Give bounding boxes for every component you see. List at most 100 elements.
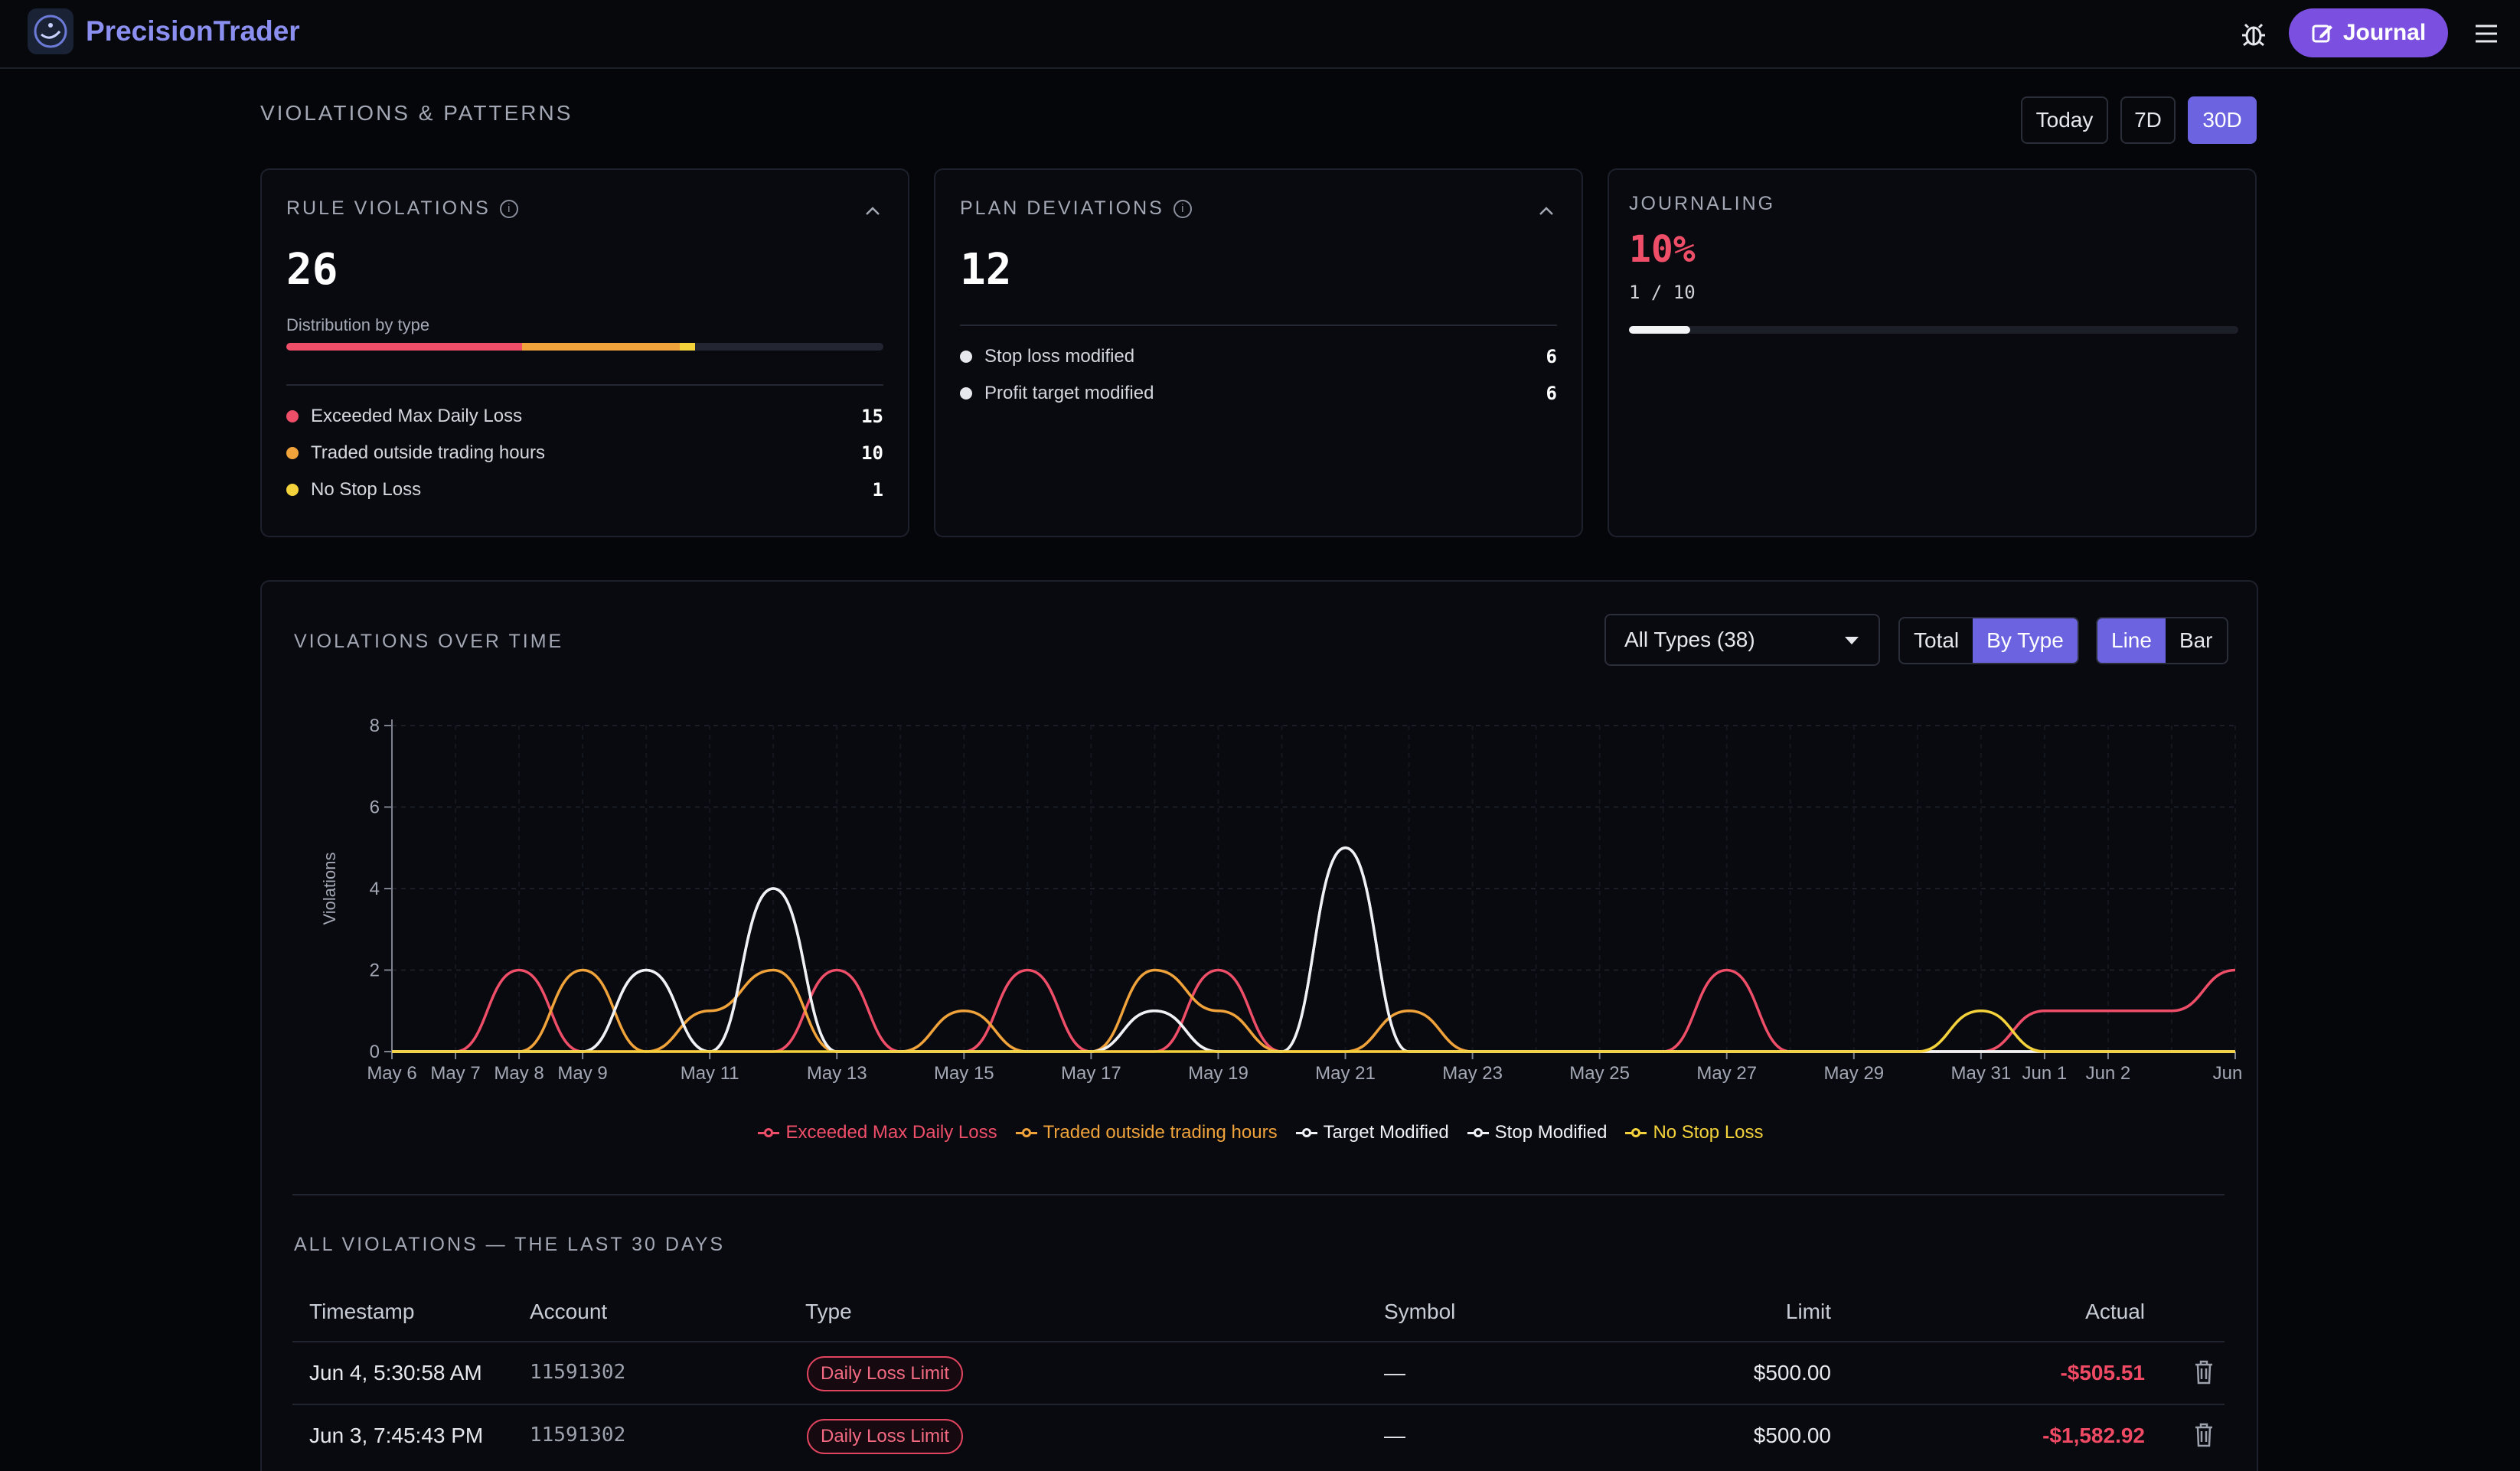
y-tick-label: 2 [370, 961, 380, 981]
row-symbol: — [1384, 1361, 1405, 1385]
y-axis-label: Violations [320, 853, 339, 925]
row-limit: $500.00 [1753, 1424, 1831, 1447]
y-tick-label: 8 [370, 716, 380, 736]
violation-type-row: No Stop Loss 1 [286, 476, 883, 504]
info-icon[interactable]: i [1173, 199, 1192, 218]
divider [960, 325, 1557, 326]
distribution-label: Distribution by type [286, 315, 430, 334]
logo-icon[interactable] [28, 8, 73, 54]
plan-deviations-title: PLAN DEVIATIONS [960, 197, 1164, 219]
deviation-count: 6 [1546, 383, 1557, 404]
header-type[interactable]: Type [805, 1300, 852, 1323]
row-symbol: — [1384, 1424, 1405, 1447]
violation-type-row: Exceeded Max Daily Loss 15 [286, 403, 883, 430]
y-tick-label: 4 [370, 879, 380, 899]
journal-button[interactable]: Journal [2289, 8, 2448, 57]
series-line [391, 968, 2236, 1053]
trash-icon[interactable] [2192, 1359, 2215, 1385]
style-bar-button[interactable]: Bar [2179, 628, 2213, 652]
row-limit: $500.00 [1753, 1361, 1831, 1385]
header-limit[interactable]: Limit [1785, 1300, 1831, 1323]
brand-name[interactable]: PrecisionTrader [86, 15, 300, 47]
journal-button-label: Journal [2342, 20, 2427, 45]
edit-icon [2312, 24, 2332, 43]
distribution-segment [679, 343, 696, 351]
chevron-up-icon[interactable] [1537, 202, 1555, 220]
chart-panel-title: VIOLATIONS OVER TIME [294, 631, 564, 652]
violation-type-badge: Daily Loss Limit [807, 1419, 964, 1454]
y-tick-label: 0 [370, 1042, 380, 1062]
violation-type-label: No Stop Loss [311, 479, 422, 500]
row-actual: -$505.51 [2060, 1361, 2145, 1385]
legend-item[interactable]: Exceeded Max Daily Loss [758, 1122, 997, 1143]
deviation-label: Profit target modified [984, 383, 1154, 403]
status-dot [286, 447, 299, 459]
header-timestamp[interactable]: Timestamp [309, 1300, 415, 1323]
bug-report-icon[interactable] [2237, 17, 2270, 51]
mode-by-type-button[interactable]: By Type [1973, 618, 2078, 663]
x-tick-label: Jun 2 [2086, 1063, 2131, 1084]
x-tick-label: May 19 [1188, 1063, 1249, 1084]
info-icon[interactable]: i [499, 199, 518, 218]
y-tick-label: 6 [370, 797, 380, 818]
row-timestamp: Jun 4, 5:30:58 AM [309, 1361, 482, 1385]
distribution-segment [286, 343, 523, 351]
legend-marker [1473, 1128, 1483, 1137]
x-tick-label: May 21 [1315, 1063, 1376, 1084]
plan-deviations-total: 12 [960, 245, 1012, 295]
x-tick-label: May 25 [1569, 1063, 1630, 1084]
x-tick-label: May 31 [1951, 1063, 2012, 1084]
violation-type-row: Traded outside trading hours 10 [286, 439, 883, 467]
range-30d-button[interactable]: 30D [2188, 96, 2257, 144]
legend-item[interactable]: Target Modified [1295, 1122, 1449, 1143]
type-filter-select[interactable]: All Types (38) [1604, 614, 1880, 666]
x-tick-label: Jun 4 [2213, 1063, 2244, 1084]
section-title: VIOLATIONS & PATTERNS [260, 101, 573, 125]
table-row[interactable]: Jun 4, 5:30:58 AM 11591302 Daily Loss Li… [292, 1341, 2225, 1404]
deviation-label: Stop loss modified [984, 346, 1135, 367]
deviation-count: 6 [1546, 346, 1557, 367]
header-symbol[interactable]: Symbol [1384, 1300, 1456, 1323]
header-account[interactable]: Account [530, 1300, 608, 1323]
legend-swatch [1625, 1128, 1647, 1137]
legend-item[interactable]: Traded outside trading hours [1015, 1122, 1278, 1143]
chevron-up-icon[interactable] [863, 202, 882, 220]
deviation-row: Profit target modified 6 [960, 380, 1557, 407]
divider [292, 1194, 2225, 1195]
mode-toggle: Total By Type [1898, 617, 2079, 664]
journaling-title: JOURNALING [1629, 193, 1776, 214]
series-line [391, 968, 2235, 1053]
status-dot [960, 387, 972, 400]
x-tick-label: May 27 [1696, 1063, 1757, 1084]
deviation-row: Stop loss modified 6 [960, 343, 1557, 370]
legend-label: No Stop Loss [1653, 1122, 1764, 1143]
violation-type-label: Exceeded Max Daily Loss [311, 406, 523, 426]
trash-icon[interactable] [2192, 1422, 2215, 1448]
series-line [391, 1009, 2235, 1053]
legend-item[interactable]: No Stop Loss [1625, 1122, 1764, 1143]
style-line-button[interactable]: Line [2097, 618, 2166, 663]
range-today-button[interactable]: Today [2021, 96, 2108, 144]
violation-type-label: Traded outside trading hours [311, 442, 545, 463]
range-7d-button[interactable]: 7D [2120, 96, 2176, 144]
legend-item[interactable]: Stop Modified [1467, 1122, 1607, 1143]
caret-down-icon [1845, 637, 1859, 644]
table-row[interactable]: Jun 3, 7:45:43 PM 11591302 Daily Loss Li… [292, 1404, 2225, 1466]
menu-icon[interactable] [2471, 20, 2502, 47]
journaling-progress-bar [1629, 326, 2238, 334]
row-timestamp: Jun 3, 7:45:43 PM [309, 1424, 484, 1447]
violation-type-count: 10 [861, 442, 883, 464]
legend-marker [1631, 1128, 1641, 1137]
x-tick-label: May 23 [1442, 1063, 1503, 1084]
legend-label: Exceeded Max Daily Loss [785, 1122, 997, 1143]
mode-total-button[interactable]: Total [1914, 628, 1960, 652]
distribution-segment [522, 343, 680, 351]
violation-type-count: 1 [872, 479, 883, 501]
status-dot [960, 351, 972, 363]
legend-label: Target Modified [1323, 1122, 1449, 1143]
legend-swatch [758, 1128, 780, 1137]
type-filter-value: All Types (38) [1624, 628, 1755, 651]
header-actual[interactable]: Actual [2085, 1300, 2145, 1323]
x-tick-label: May 8 [494, 1063, 543, 1084]
